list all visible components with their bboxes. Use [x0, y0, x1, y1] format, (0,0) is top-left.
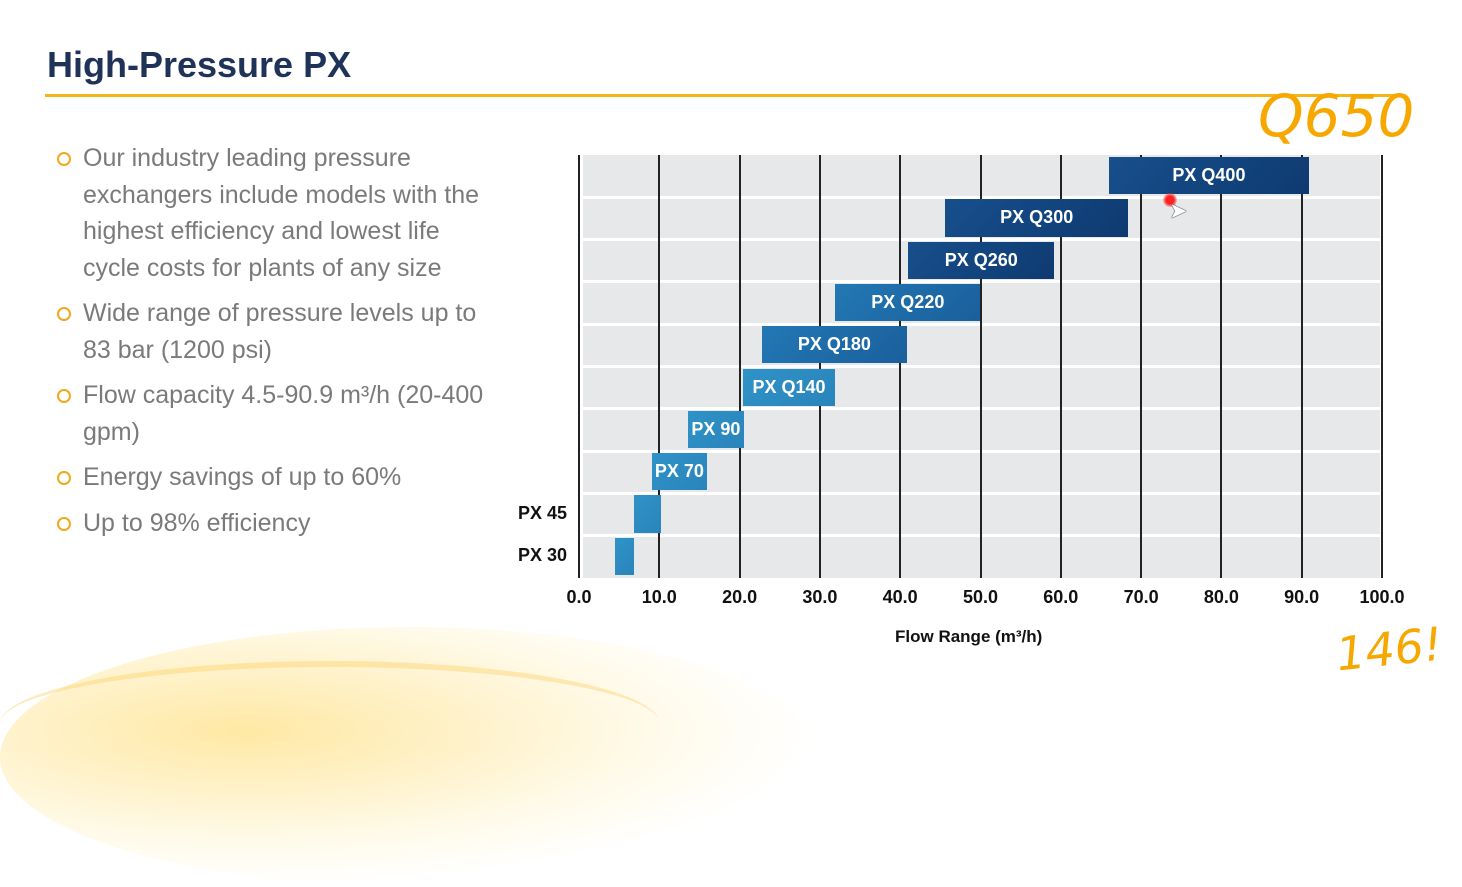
bar-label: PX 70 [654, 461, 704, 482]
row-gridline [583, 322, 1380, 326]
x-gridline [1140, 155, 1143, 578]
flow-range-chart: Flow Range (m³/h) 0.0 10.0 20.0 30.0 40.0 50.… [518, 155, 1405, 646]
bar-label: PX Q180 [797, 334, 871, 355]
x-gridline [738, 155, 741, 578]
x-tick-label: 90.0 [1284, 587, 1320, 607]
bullet-list: Our industry leading pressure exchangers… [55, 140, 485, 550]
row-gridline [583, 195, 1380, 199]
bullet-item: Our industry leading pressure exchangers… [55, 140, 485, 286]
bullet-text: Wide range of pressure levels up to 83 b… [83, 299, 477, 364]
mouse-pointer-icon: ➤ [1169, 198, 1188, 223]
row-gridline [583, 449, 1380, 453]
bar-px-q400: PX Q400 [1108, 157, 1309, 195]
bar-label: PX Q400 [1172, 165, 1246, 186]
x-tick-label: 50.0 [962, 587, 999, 607]
bar-px-q180: PX Q180 [762, 326, 907, 364]
row-gridline [583, 407, 1380, 411]
handwritten-annotation: Q650 [1258, 82, 1415, 150]
bar-px-q220: PX Q220 [835, 283, 981, 322]
bar-label: PX Q220 [871, 292, 945, 313]
bar-label: PX 45 [518, 503, 568, 524]
bar-px-q140: PX Q140 [742, 368, 836, 406]
bar-label: PX Q260 [944, 249, 1018, 270]
circle-bullet-icon [57, 307, 71, 321]
bullet-item: Flow capacity 4.5-90.9 m³/h (20-400 gpm) [55, 377, 485, 450]
x-tick-label: 0.0 [566, 587, 592, 607]
bar-px-30 [615, 537, 634, 575]
bar-px-70: PX 70 [652, 453, 707, 491]
bar-label: PX Q300 [1000, 207, 1074, 228]
bar-px-45 [633, 495, 661, 533]
bar-label: PX Q140 [752, 376, 826, 397]
bar-label: PX 90 [691, 418, 741, 439]
title-underline [45, 94, 1395, 97]
x-tick-label: 70.0 [1123, 587, 1159, 607]
bar-label: PX 30 [518, 545, 568, 566]
x-gridline [1220, 155, 1223, 578]
x-gridline [818, 155, 821, 578]
x-gridline [979, 155, 982, 578]
bar-px-90: PX 90 [688, 410, 744, 449]
x-tick-label: 10.0 [641, 587, 677, 607]
x-axis-label: Flow Range (m³/h) [895, 627, 1043, 646]
bullet-text: Flow capacity 4.5-90.9 m³/h (20-400 gpm) [83, 381, 484, 446]
row-gridline [583, 491, 1380, 495]
x-gridline [1300, 155, 1303, 578]
row-gridline [583, 238, 1380, 242]
circle-bullet-icon [57, 389, 71, 403]
row-gridline [583, 365, 1380, 368]
bullet-text: Up to 98% efficiency [83, 508, 311, 537]
x-gridline [899, 155, 902, 578]
x-tick-label: 30.0 [802, 587, 838, 607]
bullet-text: Our industry leading pressure exchangers… [83, 144, 480, 282]
bullet-item: Up to 98% efficiency [55, 505, 485, 542]
x-gridline [578, 155, 580, 578]
background-swoosh-line [0, 661, 660, 787]
x-tick-label: 60.0 [1043, 587, 1079, 607]
bullet-text: Energy savings of up to 60% [83, 463, 402, 491]
x-tick-label: 100.0 [1359, 587, 1405, 607]
x-tick-label: 80.0 [1203, 587, 1239, 607]
row-gridline [583, 280, 1380, 284]
bar-px-q260: PX Q260 [908, 241, 1055, 279]
circle-bullet-icon [57, 152, 71, 166]
handwritten-annotation: 146! [1333, 616, 1445, 682]
bar-px-q300: PX Q300 [945, 199, 1129, 237]
x-gridline [1059, 155, 1062, 578]
circle-bullet-icon [57, 516, 71, 531]
circle-bullet-icon [57, 471, 71, 485]
x-tick-label: 40.0 [882, 587, 918, 607]
x-gridline [1381, 155, 1383, 578]
x-tick-label: 20.0 [722, 587, 758, 607]
bullet-item: Energy savings of up to 60% [55, 459, 485, 496]
x-gridline [658, 155, 661, 578]
bullet-item: Wide range of pressure levels up to 83 b… [55, 295, 485, 368]
row-gridline [583, 534, 1380, 538]
slide-title: High-Pressure PX [47, 44, 352, 85]
cursor-highlight [1163, 193, 1177, 207]
